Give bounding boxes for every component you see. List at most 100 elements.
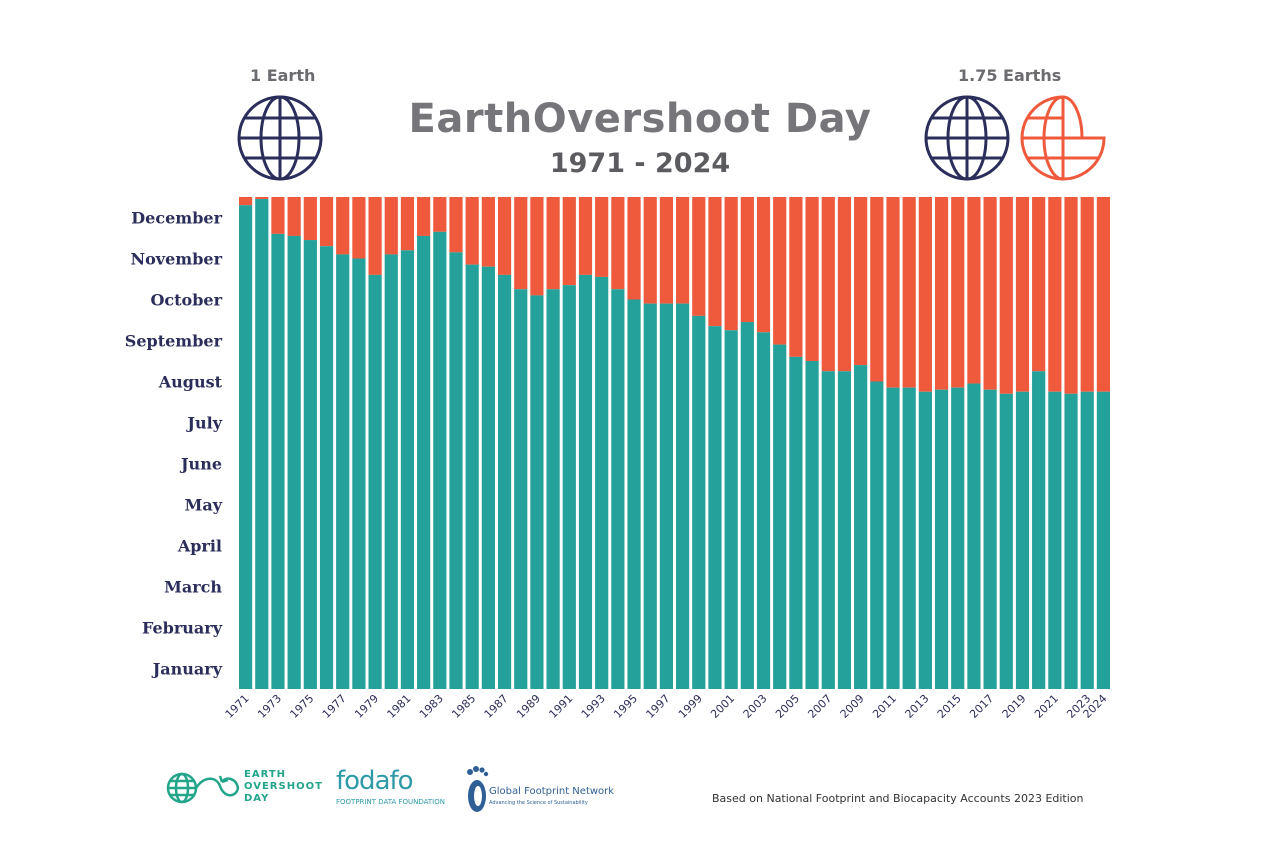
year-label-1985: 1985 xyxy=(449,692,478,721)
bar-1980 xyxy=(384,254,398,689)
overshoot-bar-2017 xyxy=(983,197,997,390)
footprint-icon xyxy=(467,766,489,812)
month-label-october: October xyxy=(150,291,222,310)
bar-2017 xyxy=(983,389,997,689)
x-axis-year-labels: 1971 1973 1975 1977 1979 1981 1983 1985 1987 1989… xyxy=(223,692,1110,721)
bar-1993 xyxy=(595,276,609,689)
source-note: Based on National Footprint and Biocapac… xyxy=(712,792,1084,805)
bar-1981 xyxy=(400,250,415,690)
overshoot-bar-2009 xyxy=(854,197,868,366)
earth-overshoot-day-logo-icon xyxy=(166,772,240,804)
bar-2021 xyxy=(1048,391,1062,689)
overshoot-bar-2023 xyxy=(1080,197,1094,392)
overshoot-bar-1973 xyxy=(271,197,285,234)
bar-2019 xyxy=(1015,391,1030,689)
bar-2004 xyxy=(773,344,787,689)
bar-2015 xyxy=(951,387,965,689)
overshoot-bar-1991 xyxy=(562,197,576,286)
overshoot-bar-2013 xyxy=(918,197,932,392)
overshoot-bar-1999 xyxy=(692,197,706,316)
overshoot-bar-2003 xyxy=(756,197,771,333)
overshoot-bar-1990 xyxy=(546,197,560,290)
bar-2006 xyxy=(805,361,819,689)
year-label-2001: 2001 xyxy=(708,692,737,721)
bar-1995 xyxy=(627,299,641,689)
month-label-august: August xyxy=(158,373,223,392)
bar-2018 xyxy=(999,393,1013,689)
overshoot-bar-1994 xyxy=(611,197,625,290)
chart-title: EarthOvershoot Day xyxy=(408,96,872,142)
bar-1994 xyxy=(611,289,625,689)
year-label-1977: 1977 xyxy=(320,692,349,721)
year-label-1981: 1981 xyxy=(385,692,414,721)
bar-1974 xyxy=(287,235,301,689)
earths-needed-label: 1.75 Earths xyxy=(958,66,1062,85)
bar-1972 xyxy=(255,199,269,690)
month-label-april: April xyxy=(177,537,222,556)
bar-2022 xyxy=(1064,393,1078,689)
overshoot-bar-1986 xyxy=(481,197,495,267)
bar-1978 xyxy=(352,258,366,689)
year-label-2009: 2009 xyxy=(838,692,867,721)
bar-1990 xyxy=(546,289,560,689)
overshoot-bar-2006 xyxy=(805,197,819,361)
overshoot-bar-1972 xyxy=(255,197,269,200)
overshoot-bar-2001 xyxy=(724,197,738,331)
year-label-2011: 2011 xyxy=(870,692,899,721)
overshoot-bar-2000 xyxy=(708,197,722,327)
overshoot-bar-1971 xyxy=(239,197,253,206)
year-label-1975: 1975 xyxy=(287,692,316,721)
bar-1999 xyxy=(692,315,706,689)
overshoot-bar-1978 xyxy=(352,197,366,259)
year-label-1979: 1979 xyxy=(352,692,381,721)
bar-1987 xyxy=(497,274,512,689)
one-earth-label: 1 Earth xyxy=(250,66,316,85)
year-label-1993: 1993 xyxy=(579,692,608,721)
bar-1983 xyxy=(433,231,447,689)
overshoot-bar-1976 xyxy=(319,197,334,247)
bar-2008 xyxy=(837,371,852,689)
overshoot-bar-2011 xyxy=(886,197,900,388)
month-label-january: January xyxy=(151,660,223,679)
bar-1988 xyxy=(514,289,528,689)
year-label-2007: 2007 xyxy=(805,692,834,721)
year-label-2021: 2021 xyxy=(1032,692,1061,721)
overshoot-bar-1979 xyxy=(368,197,382,275)
year-label-1971: 1971 xyxy=(223,692,252,721)
bar-2014 xyxy=(934,389,949,689)
overshoot-bar-2008 xyxy=(837,197,852,372)
overshoot-bar-2002 xyxy=(740,197,754,323)
bar-2002 xyxy=(740,322,754,689)
overshoot-bar-2018 xyxy=(999,197,1013,394)
bar-2003 xyxy=(756,332,771,689)
overshoot-bar-1998 xyxy=(676,197,690,304)
y-axis-month-labels: January February March April May June July Augu… xyxy=(125,209,223,679)
bar-2012 xyxy=(902,387,916,689)
year-label-1983: 1983 xyxy=(417,692,446,721)
month-label-november: November xyxy=(131,250,223,269)
overshoot-bar-1995 xyxy=(627,197,641,300)
overshoot-bar-1984 xyxy=(449,197,463,253)
overshoot-bar-1982 xyxy=(417,197,431,236)
bars-group xyxy=(239,197,1110,690)
fodafo-subtitle: FOOTPRINT DATA FOUNDATION xyxy=(336,798,445,806)
year-label-1987: 1987 xyxy=(482,692,511,721)
fodafo-logo: fodafo xyxy=(336,766,414,796)
year-label-2013: 2013 xyxy=(903,692,932,721)
year-label-1991: 1991 xyxy=(546,692,575,721)
bar-1982 xyxy=(417,235,431,689)
bar-2020 xyxy=(1032,371,1046,689)
year-label-2005: 2005 xyxy=(773,692,802,721)
bar-2024 xyxy=(1096,391,1110,689)
bar-2010 xyxy=(870,381,884,689)
bar-2013 xyxy=(918,391,932,689)
overshoot-bar-2004 xyxy=(773,197,787,345)
overshoot-bar-1983 xyxy=(433,197,447,232)
year-label-2015: 2015 xyxy=(935,692,964,721)
bar-1989 xyxy=(530,295,544,689)
year-label-2003: 2003 xyxy=(741,692,770,721)
overshoot-bar-2024 xyxy=(1096,197,1110,392)
bar-2009 xyxy=(854,365,868,689)
bar-1977 xyxy=(336,254,350,689)
overshoot-bar-1975 xyxy=(303,197,317,241)
